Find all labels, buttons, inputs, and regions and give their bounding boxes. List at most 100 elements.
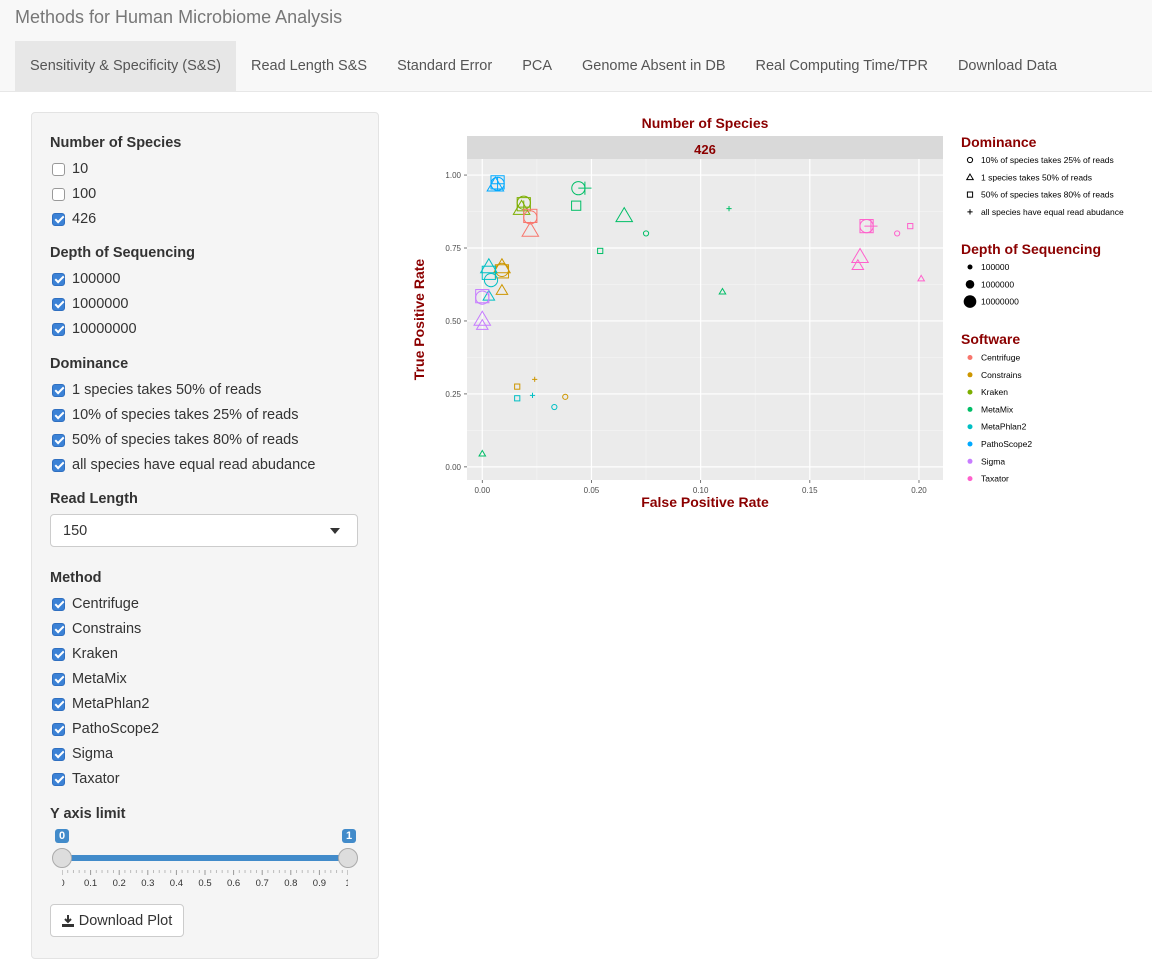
y-tick-label: 0.25 [445, 390, 461, 399]
legend-dominance-key [966, 191, 974, 198]
dominance-option-3[interactable]: 50% of species takes 80% of reads [52, 432, 299, 448]
data-point [475, 289, 490, 304]
method-heading: Method [50, 570, 102, 586]
option-label: MetaMix [72, 671, 127, 687]
data-point [514, 395, 521, 402]
depth-option-10000000[interactable]: 10000000 [52, 321, 137, 337]
method-option-metamix[interactable]: MetaMix [52, 671, 127, 687]
legend-dominance-key [967, 209, 973, 215]
data-point [473, 310, 492, 326]
data-point [726, 206, 732, 212]
slider-tick-label: 1 [345, 878, 348, 889]
slider-tick-label: 0.3 [141, 878, 154, 889]
dominance-option-4[interactable]: all species have equal read abudance [52, 457, 315, 473]
checkbox[interactable] [52, 297, 65, 311]
slider-min-value: 0 [55, 829, 70, 843]
checkbox[interactable] [52, 458, 65, 472]
method-option-pathoscope2[interactable]: PathoScope2 [52, 721, 159, 737]
checkbox[interactable] [52, 597, 65, 611]
legend-dominance-key [965, 173, 975, 181]
legend-software-label: PathoScope2 [981, 439, 1032, 449]
depth-option-1000000[interactable]: 1000000 [52, 296, 128, 312]
y-tick-label: 0.50 [445, 317, 461, 326]
tab-read-length[interactable]: Read Length S&S [250, 58, 368, 74]
method-option-taxator[interactable]: Taxator [52, 771, 120, 787]
legend-dominance-label: all species have equal read abudance [981, 207, 1124, 217]
data-point [532, 376, 538, 382]
yaxis-heading: Y axis limit [50, 806, 126, 822]
checkbox[interactable] [52, 408, 65, 422]
legend-depth-key [963, 295, 977, 308]
slider-tick-label: 0 [62, 878, 65, 889]
slider-min-handle[interactable] [52, 848, 72, 868]
method-option-kraken[interactable]: Kraken [52, 646, 118, 662]
slider-max-handle[interactable] [338, 848, 358, 868]
option-label: 100 [72, 186, 97, 202]
tab-bar: Sensitivity & Specificity (S&S) Read Len… [15, 41, 1072, 91]
option-label: Centrifuge [72, 596, 139, 612]
method-option-metaphlan2[interactable]: MetaPhlan2 [52, 696, 149, 712]
legend-depth-key [967, 264, 973, 270]
data-point [597, 247, 604, 255]
checkbox[interactable] [52, 772, 65, 786]
dominance-option-2[interactable]: 10% of species takes 25% of reads [52, 407, 299, 423]
data-point [514, 383, 521, 390]
option-label: 1000000 [72, 296, 129, 312]
legend-software-label: Taxator [981, 474, 1009, 484]
legend-software-key [967, 441, 973, 447]
depth-option-100000[interactable]: 100000 [52, 271, 120, 287]
option-label: 10 [72, 161, 89, 177]
legend-software-title: Software [961, 331, 1020, 347]
dominance-option-1[interactable]: 1 species takes 50% of reads [52, 382, 261, 398]
data-point [642, 230, 650, 237]
checkbox[interactable] [52, 272, 65, 286]
read-length-select[interactable]: 150 [50, 514, 358, 547]
checkbox[interactable] [52, 722, 65, 736]
method-option-sigma[interactable]: Sigma [52, 746, 113, 762]
checkbox[interactable] [52, 672, 65, 686]
tab-computing-time[interactable]: Real Computing Time/TPR [755, 58, 928, 74]
legend-depth-title: Depth of Sequencing [961, 241, 1101, 257]
checkbox[interactable] [52, 622, 65, 636]
navbar: Methods for Human Microbiome Analysis Se… [0, 0, 1152, 92]
checkbox[interactable] [52, 747, 65, 761]
method-option-centrifuge[interactable]: Centrifuge [52, 596, 139, 612]
checkbox[interactable] [52, 322, 65, 336]
checkbox[interactable] [52, 697, 65, 711]
plot-panel [467, 159, 943, 480]
option-label: 1 species takes 50% of reads [72, 382, 262, 398]
slider-track[interactable] [62, 855, 348, 861]
x-tick-label: 0.15 [802, 486, 818, 495]
tab-pca[interactable]: PCA [522, 58, 553, 74]
app-title: Methods for Human Microbiome Analysis [15, 7, 343, 27]
tab-sensitivity-specificity[interactable]: Sensitivity & Specificity (S&S) [15, 41, 236, 91]
slider-tick-label: 0.9 [313, 878, 326, 889]
download-icon [61, 914, 74, 927]
tab-genome-absent[interactable]: Genome Absent in DB [582, 58, 726, 74]
legend-dominance-key [966, 156, 974, 164]
checkbox[interactable] [52, 647, 65, 661]
x-tick-label: 0.05 [584, 486, 600, 495]
species-option-10[interactable]: 10 [52, 161, 88, 177]
download-plot-button[interactable]: Download Plot [50, 904, 184, 937]
data-point [529, 392, 536, 398]
data-point [475, 318, 489, 330]
chevron-down-icon [330, 528, 340, 534]
tab-standard-error[interactable]: Standard Error [397, 58, 493, 74]
checkbox[interactable] [52, 162, 65, 176]
data-point [492, 257, 512, 274]
option-label: 50% of species takes 80% of reads [72, 432, 299, 448]
species-option-426[interactable]: 426 [52, 211, 96, 227]
y-axis-label: True Positive Rate [411, 259, 427, 381]
checkbox[interactable] [52, 383, 65, 397]
legend-software-key [967, 389, 973, 395]
checkbox[interactable] [52, 187, 65, 201]
checkbox[interactable] [52, 212, 65, 226]
legend-software-key [967, 476, 973, 482]
tab-download-data[interactable]: Download Data [957, 58, 1058, 74]
read-length-value: 150 [63, 523, 88, 539]
checkbox[interactable] [52, 433, 65, 447]
method-option-constrains[interactable]: Constrains [52, 621, 141, 637]
slider-max-value: 1 [342, 829, 357, 843]
species-option-100[interactable]: 100 [52, 186, 96, 202]
